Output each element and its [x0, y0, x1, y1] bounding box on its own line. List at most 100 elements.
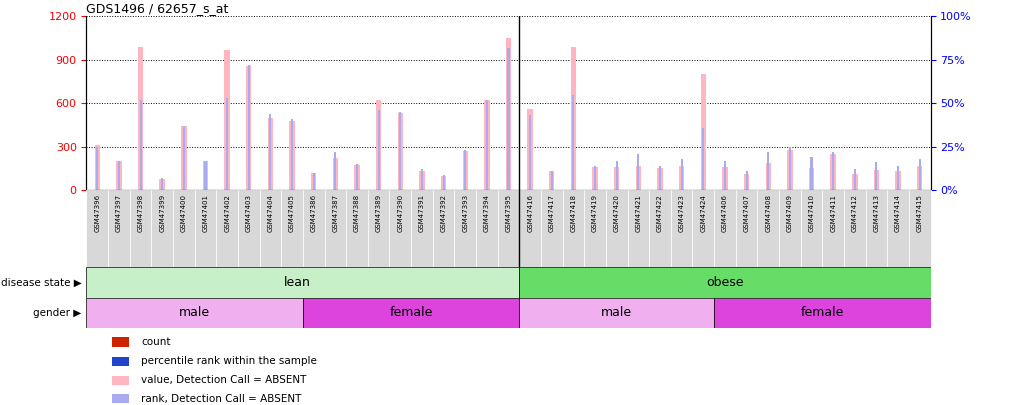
Bar	[657, 168, 663, 190]
Text: GSM47391: GSM47391	[419, 194, 425, 232]
Bar	[335, 152, 337, 190]
Bar	[659, 166, 661, 190]
Bar	[248, 65, 250, 190]
Bar	[398, 113, 403, 190]
Bar	[767, 152, 769, 190]
Bar	[779, 190, 800, 267]
Text: disease state ▶: disease state ▶	[1, 277, 81, 288]
Bar	[520, 298, 714, 328]
Bar	[505, 38, 512, 190]
Bar	[259, 190, 282, 267]
Bar	[832, 152, 834, 190]
Bar	[86, 298, 303, 328]
Bar	[529, 115, 531, 190]
Bar	[887, 190, 909, 267]
Bar	[592, 167, 598, 190]
Text: GSM47424: GSM47424	[701, 194, 706, 232]
Bar	[442, 175, 444, 190]
Bar	[112, 394, 129, 403]
Bar	[743, 174, 750, 190]
Bar	[853, 169, 856, 190]
Text: GSM47407: GSM47407	[743, 194, 750, 232]
Text: GSM47420: GSM47420	[613, 194, 619, 232]
Text: GSM47412: GSM47412	[852, 194, 857, 232]
Bar	[377, 110, 379, 190]
Bar	[238, 190, 259, 267]
Bar	[745, 171, 747, 190]
Bar	[680, 159, 682, 190]
Bar	[112, 337, 129, 347]
Text: GSM47416: GSM47416	[527, 194, 533, 232]
Bar	[376, 100, 381, 190]
Bar	[433, 190, 455, 267]
Bar	[139, 100, 141, 190]
Bar	[400, 112, 402, 190]
Bar	[324, 190, 346, 267]
Text: GSM47387: GSM47387	[333, 194, 339, 232]
Text: lean: lean	[284, 276, 311, 289]
Bar	[874, 170, 879, 190]
Text: GSM47395: GSM47395	[505, 194, 512, 232]
Bar	[311, 173, 316, 190]
Bar	[354, 165, 360, 190]
Bar	[584, 190, 606, 267]
Bar	[476, 190, 497, 267]
Bar	[549, 171, 554, 190]
Bar	[703, 128, 705, 190]
Text: gender ▶: gender ▶	[34, 308, 81, 318]
Text: GSM47396: GSM47396	[95, 194, 101, 232]
Bar	[411, 190, 433, 267]
Text: count: count	[141, 337, 171, 347]
Bar	[202, 161, 208, 190]
Bar	[194, 190, 217, 267]
Bar	[917, 166, 922, 190]
Text: GSM47389: GSM47389	[375, 194, 381, 232]
Bar	[649, 190, 671, 267]
Bar	[246, 66, 251, 190]
Bar	[112, 376, 129, 385]
Bar	[811, 157, 813, 190]
Bar	[267, 118, 274, 190]
Bar	[368, 190, 390, 267]
Bar	[421, 169, 423, 190]
Bar	[800, 190, 823, 267]
Bar	[831, 154, 836, 190]
Bar	[714, 298, 931, 328]
Text: GSM47411: GSM47411	[830, 194, 836, 232]
Bar	[497, 190, 520, 267]
Text: obese: obese	[706, 276, 743, 289]
Text: value, Detection Call = ABSENT: value, Detection Call = ABSENT	[141, 375, 307, 386]
Bar	[627, 190, 649, 267]
Text: GSM47414: GSM47414	[895, 194, 901, 232]
Text: rank, Detection Call = ABSENT: rank, Detection Call = ABSENT	[141, 394, 302, 404]
Bar	[606, 190, 627, 267]
Text: GSM47392: GSM47392	[440, 194, 446, 232]
Bar	[789, 147, 791, 190]
Bar	[551, 171, 553, 190]
Text: GSM47402: GSM47402	[224, 194, 230, 232]
Bar	[615, 161, 617, 190]
Bar	[562, 190, 584, 267]
Bar	[282, 190, 303, 267]
Text: GSM47386: GSM47386	[311, 194, 316, 232]
Bar	[112, 356, 129, 366]
Bar	[419, 171, 425, 190]
Bar	[701, 74, 706, 190]
Bar	[138, 47, 143, 190]
Bar	[507, 47, 510, 190]
Bar	[758, 190, 779, 267]
Bar	[735, 190, 758, 267]
Bar	[594, 166, 596, 190]
Bar	[86, 267, 520, 298]
Bar	[571, 47, 577, 190]
Text: GSM47403: GSM47403	[246, 194, 252, 232]
Bar	[895, 171, 901, 190]
Text: GSM47399: GSM47399	[160, 194, 165, 232]
Bar	[130, 190, 152, 267]
Bar	[464, 150, 466, 190]
Text: GSM47398: GSM47398	[137, 194, 143, 232]
Text: GSM47422: GSM47422	[657, 194, 663, 232]
Bar	[463, 151, 468, 190]
Text: GSM47393: GSM47393	[462, 194, 468, 232]
Text: GSM47413: GSM47413	[874, 194, 880, 232]
